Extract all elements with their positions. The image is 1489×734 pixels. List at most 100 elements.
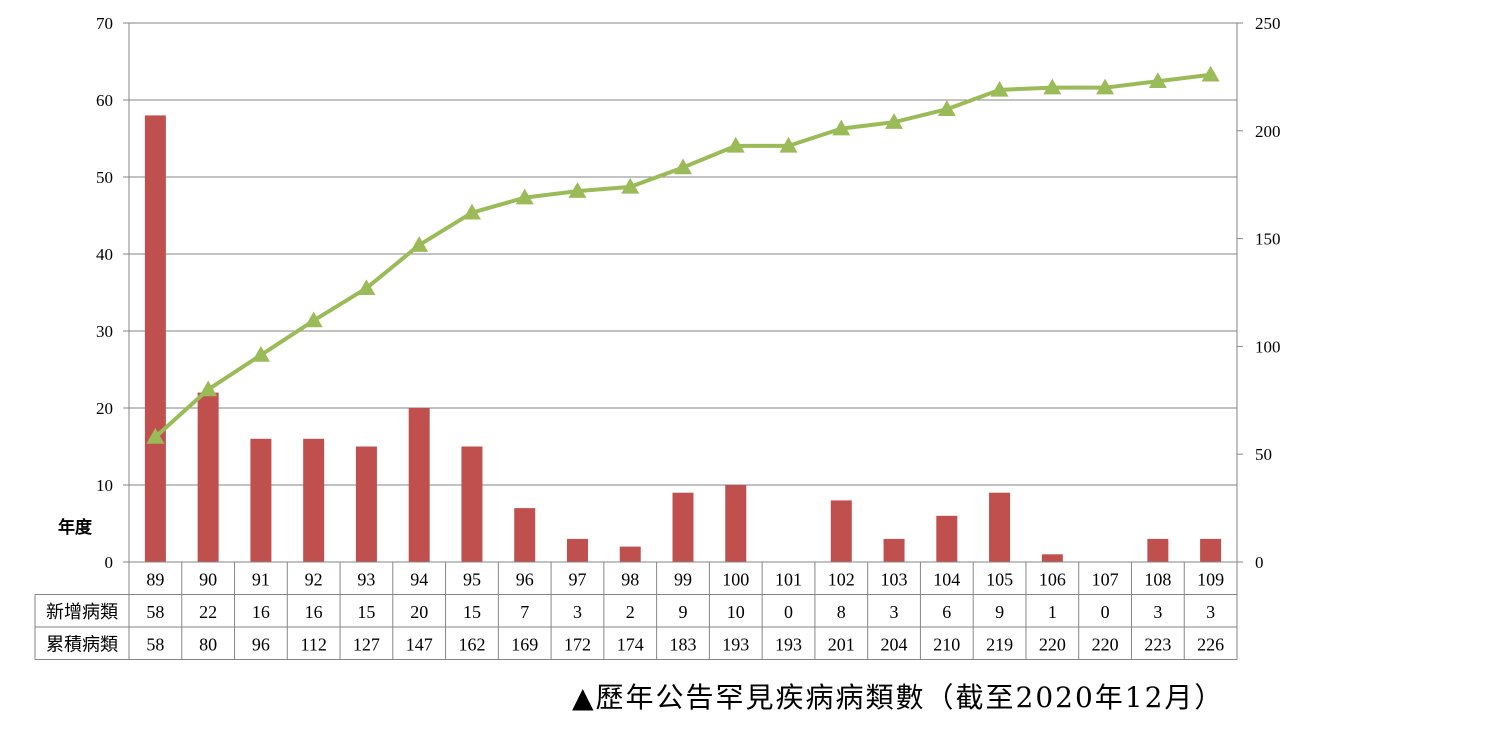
data-label: 127 <box>353 634 380 654</box>
x-tick-label: 101 <box>775 569 802 589</box>
line-point <box>304 311 323 328</box>
x-tick-label: 90 <box>199 569 217 589</box>
data-label: 7 <box>520 602 529 622</box>
line-point <box>1148 72 1167 88</box>
data-label: 172 <box>564 634 591 654</box>
data-label: 3 <box>1153 602 1162 622</box>
bar <box>672 492 694 562</box>
data-label: 8 <box>837 602 846 622</box>
data-label: 6 <box>942 602 951 622</box>
line-point <box>832 119 851 136</box>
line-point <box>251 346 270 362</box>
y-tick-label: 50 <box>96 168 113 187</box>
line-point <box>410 236 429 252</box>
x-tick-label: 107 <box>1092 569 1119 589</box>
line-point <box>515 188 534 205</box>
x-tick-label: 92 <box>305 569 323 589</box>
x-tick-label: 89 <box>146 569 164 589</box>
data-label: 223 <box>1144 634 1171 654</box>
data-table: 89 90 91 92 93 94 95 96 97 98 99 100 101 102 103 104 105… <box>34 561 1238 660</box>
y-tick-label: 60 <box>96 91 113 110</box>
y-tick-label: 70 <box>96 14 113 33</box>
x-tick-label: 93 <box>357 569 375 589</box>
x-tick-label: 103 <box>881 569 908 589</box>
x-tick-label: 95 <box>463 569 481 589</box>
line-point <box>674 158 692 175</box>
x-tick-label: 94 <box>410 569 428 589</box>
data-label: 20 <box>410 602 428 622</box>
x-tick-label: 108 <box>1144 569 1171 589</box>
data-label: 10 <box>727 602 745 622</box>
bar <box>1200 538 1222 562</box>
bar-series <box>144 115 1222 563</box>
bar <box>1147 538 1169 562</box>
x-axis-label: 年度 <box>58 517 93 538</box>
data-label: 147 <box>406 634 433 654</box>
y2-tick-label: 100 <box>1255 337 1281 356</box>
line-point <box>885 113 904 129</box>
line-point <box>462 203 481 220</box>
gridlines <box>129 22 1237 486</box>
data-label: 3 <box>1206 602 1215 622</box>
data-label: 2 <box>626 602 635 622</box>
line-point <box>779 136 798 153</box>
bar <box>989 492 1011 562</box>
x-tick-label: 104 <box>933 569 960 589</box>
y2-tick-label: 200 <box>1255 122 1281 141</box>
bar <box>514 508 536 562</box>
data-label: 162 <box>458 634 485 654</box>
data-label: 210 <box>933 634 960 654</box>
data-label: 9 <box>995 602 1004 622</box>
axes: 0 10 20 30 40 50 60 70 0 50 100 150 200 250 <box>96 14 1281 572</box>
x-tick-label: 99 <box>674 569 692 589</box>
data-label: 193 <box>722 634 749 654</box>
y2-tick-label: 50 <box>1255 445 1272 464</box>
line-point <box>726 136 745 153</box>
line-point <box>1043 78 1062 95</box>
y-tick-label: 0 <box>105 553 114 572</box>
data-label: 15 <box>357 602 375 622</box>
bar <box>1041 554 1063 562</box>
line-point <box>357 279 376 295</box>
data-label: 204 <box>881 634 908 654</box>
data-label: 1 <box>1048 602 1057 622</box>
data-label: 201 <box>828 634 855 654</box>
series-line <box>154 72 1211 439</box>
bar <box>250 438 272 562</box>
bar <box>830 500 852 562</box>
x-tick-label: 105 <box>986 569 1013 589</box>
y2-tick-label: 0 <box>1255 553 1264 572</box>
x-tick-label: 102 <box>828 569 855 589</box>
bar <box>197 392 219 562</box>
y-tick-label: 20 <box>96 399 113 418</box>
table-row-label: 新增病類 <box>46 602 118 623</box>
chart-caption: ▲歷年公告罕見疾病病類數（截至2020年12月） <box>572 681 1225 714</box>
bar <box>144 115 166 563</box>
data-label: 193 <box>775 634 802 654</box>
data-label: 22 <box>199 602 217 622</box>
line-point <box>937 100 956 116</box>
data-label: 58 <box>146 602 164 622</box>
y2-tick-label: 150 <box>1255 230 1281 249</box>
table-row-label: 累積病類 <box>46 634 118 655</box>
x-tick-label: 91 <box>252 569 270 589</box>
x-tick-label: 98 <box>621 569 639 589</box>
data-label: 112 <box>300 634 326 654</box>
bar <box>566 538 588 562</box>
data-label: 80 <box>199 634 217 654</box>
bar <box>883 538 905 562</box>
bar <box>355 446 377 562</box>
bar <box>303 438 325 562</box>
bar <box>725 485 747 562</box>
line-point <box>621 177 640 194</box>
data-label: 3 <box>573 602 582 622</box>
data-label: 0 <box>1101 602 1110 622</box>
data-label: 220 <box>1092 634 1119 654</box>
bar <box>408 408 430 562</box>
data-label: 226 <box>1197 634 1224 654</box>
bar <box>619 546 641 562</box>
x-tick-label: 106 <box>1039 569 1066 589</box>
bar <box>461 446 483 562</box>
line-point <box>1201 65 1220 82</box>
data-label: 16 <box>305 602 323 622</box>
